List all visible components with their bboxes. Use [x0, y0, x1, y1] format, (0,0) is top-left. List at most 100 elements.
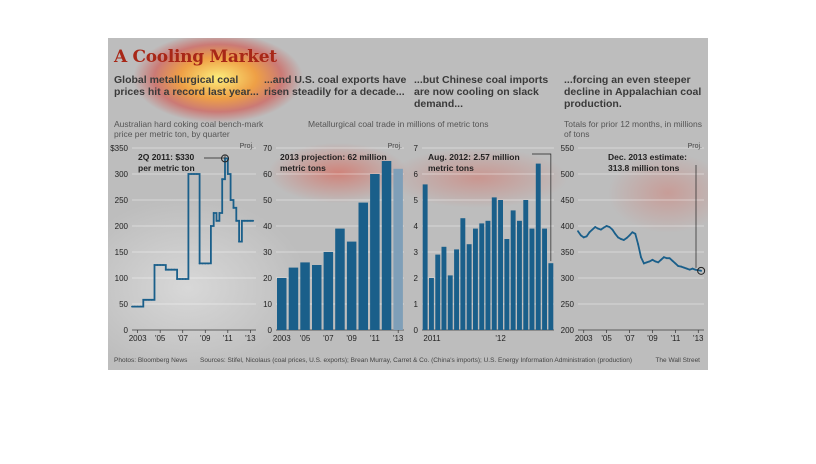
x-tick-label: '07 — [323, 334, 334, 343]
y-tick-label: $350 — [110, 144, 128, 153]
data-point — [238, 240, 240, 243]
x-tick-label: '07 — [624, 334, 635, 343]
data-point — [685, 267, 688, 270]
data-point — [176, 278, 178, 280]
y-tick-label: 150 — [115, 248, 129, 257]
bar — [473, 228, 478, 330]
annotation-line-2: metric tons — [428, 163, 474, 173]
y-tick-label: 250 — [561, 300, 575, 309]
projection-label: Proj. — [388, 143, 402, 150]
bar — [429, 278, 434, 330]
bar — [529, 228, 535, 330]
data-point — [700, 269, 703, 272]
data-point — [634, 232, 637, 235]
panel-4-subtitle: Totals for prior 12 months, in millions … — [564, 119, 702, 139]
y-tick-label: 250 — [115, 196, 129, 205]
x-tick-label: '09 — [346, 334, 357, 343]
bar — [358, 202, 368, 330]
data-point — [677, 265, 680, 267]
data-point — [645, 261, 648, 264]
x-tick-label: '07 — [178, 334, 189, 343]
x-tick-label: 2003 — [575, 334, 593, 343]
y-tick-label: 300 — [561, 274, 575, 283]
y-tick-label: 50 — [119, 300, 128, 309]
y-tick-label: 5 — [414, 196, 419, 205]
infographic: A Cooling Market Global metallurgical co… — [108, 38, 708, 370]
annotation-line-1: 2013 projection: 62 million — [280, 152, 387, 162]
bar — [466, 244, 472, 330]
panel-1-subtitle: Australian hard coking coal bench-mark p… — [114, 119, 264, 139]
data-point — [654, 260, 657, 263]
bar — [491, 197, 497, 330]
y-tick-label: 50 — [263, 196, 272, 205]
bar — [498, 200, 503, 330]
data-point — [184, 278, 187, 280]
annotation-line-2: 313.8 million tons — [608, 163, 680, 173]
data-point — [588, 231, 591, 234]
data-point — [190, 173, 193, 175]
y-tick-label: 0 — [268, 326, 273, 335]
data-point — [181, 278, 184, 280]
data-point — [660, 258, 662, 261]
x-tick-label: '05 — [155, 334, 166, 343]
infographic-title: A Cooling Market — [114, 47, 277, 67]
x-tick-label: 2003 — [129, 334, 147, 343]
bar — [535, 163, 541, 330]
data-point — [243, 219, 246, 222]
annotation-line-2: metric tons — [280, 163, 326, 173]
x-tick-label: '11 — [670, 334, 680, 343]
highlight-marker — [697, 266, 706, 275]
y-tick-label: 200 — [561, 326, 575, 335]
data-point — [218, 212, 221, 214]
y-tick-label: 7 — [414, 144, 419, 153]
y-tick-label: 550 — [561, 144, 575, 153]
data-point — [148, 298, 150, 301]
data-point — [665, 257, 668, 260]
data-point — [142, 298, 145, 301]
data-point — [153, 264, 156, 266]
series-line — [577, 225, 702, 272]
data-point — [136, 305, 139, 308]
data-point — [232, 206, 235, 209]
x-tick-label: '09 — [647, 334, 658, 343]
data-point — [668, 257, 671, 260]
data-point — [591, 228, 594, 231]
data-point — [611, 228, 614, 231]
y-tick-label: 4 — [414, 222, 419, 231]
y-tick-label: 0 — [414, 326, 419, 335]
data-point — [235, 219, 238, 222]
x-tick-label: '13 — [393, 334, 404, 343]
y-tick-label: 10 — [263, 300, 272, 309]
bar — [335, 228, 345, 330]
x-tick-label: 2011 — [423, 334, 441, 343]
data-point — [651, 258, 654, 261]
projection-label: Proj. — [240, 143, 254, 150]
x-tick-label: '13 — [245, 334, 256, 343]
data-point — [642, 262, 645, 265]
y-tick-label: 350 — [561, 248, 575, 257]
x-tick-label: '05 — [300, 334, 311, 343]
data-point — [680, 265, 682, 268]
y-tick-label: 500 — [561, 170, 575, 179]
y-tick-label: 60 — [263, 170, 272, 179]
data-point — [226, 173, 229, 175]
bar — [277, 278, 287, 330]
data-point — [210, 225, 212, 227]
data-point — [631, 231, 634, 234]
bar — [460, 218, 466, 330]
panel-2-heading: ...and U.S. coal exports have risen stea… — [264, 74, 407, 98]
bar — [542, 228, 547, 330]
x-tick-label: '11 — [223, 334, 233, 343]
data-point — [600, 228, 602, 231]
data-point — [585, 235, 588, 238]
data-point — [179, 278, 181, 280]
y-tick-label: 1 — [414, 300, 419, 309]
y-tick-label: 70 — [263, 144, 272, 153]
data-point — [170, 268, 173, 271]
data-point — [614, 232, 617, 235]
sources-note: Sources: Stifel, Nicolaus (coal prices, … — [200, 357, 633, 364]
bar — [447, 275, 453, 330]
annotation-line-1: Dec. 2013 estimate: — [608, 152, 687, 162]
bar — [435, 254, 441, 330]
projection-label: Proj. — [688, 143, 702, 150]
